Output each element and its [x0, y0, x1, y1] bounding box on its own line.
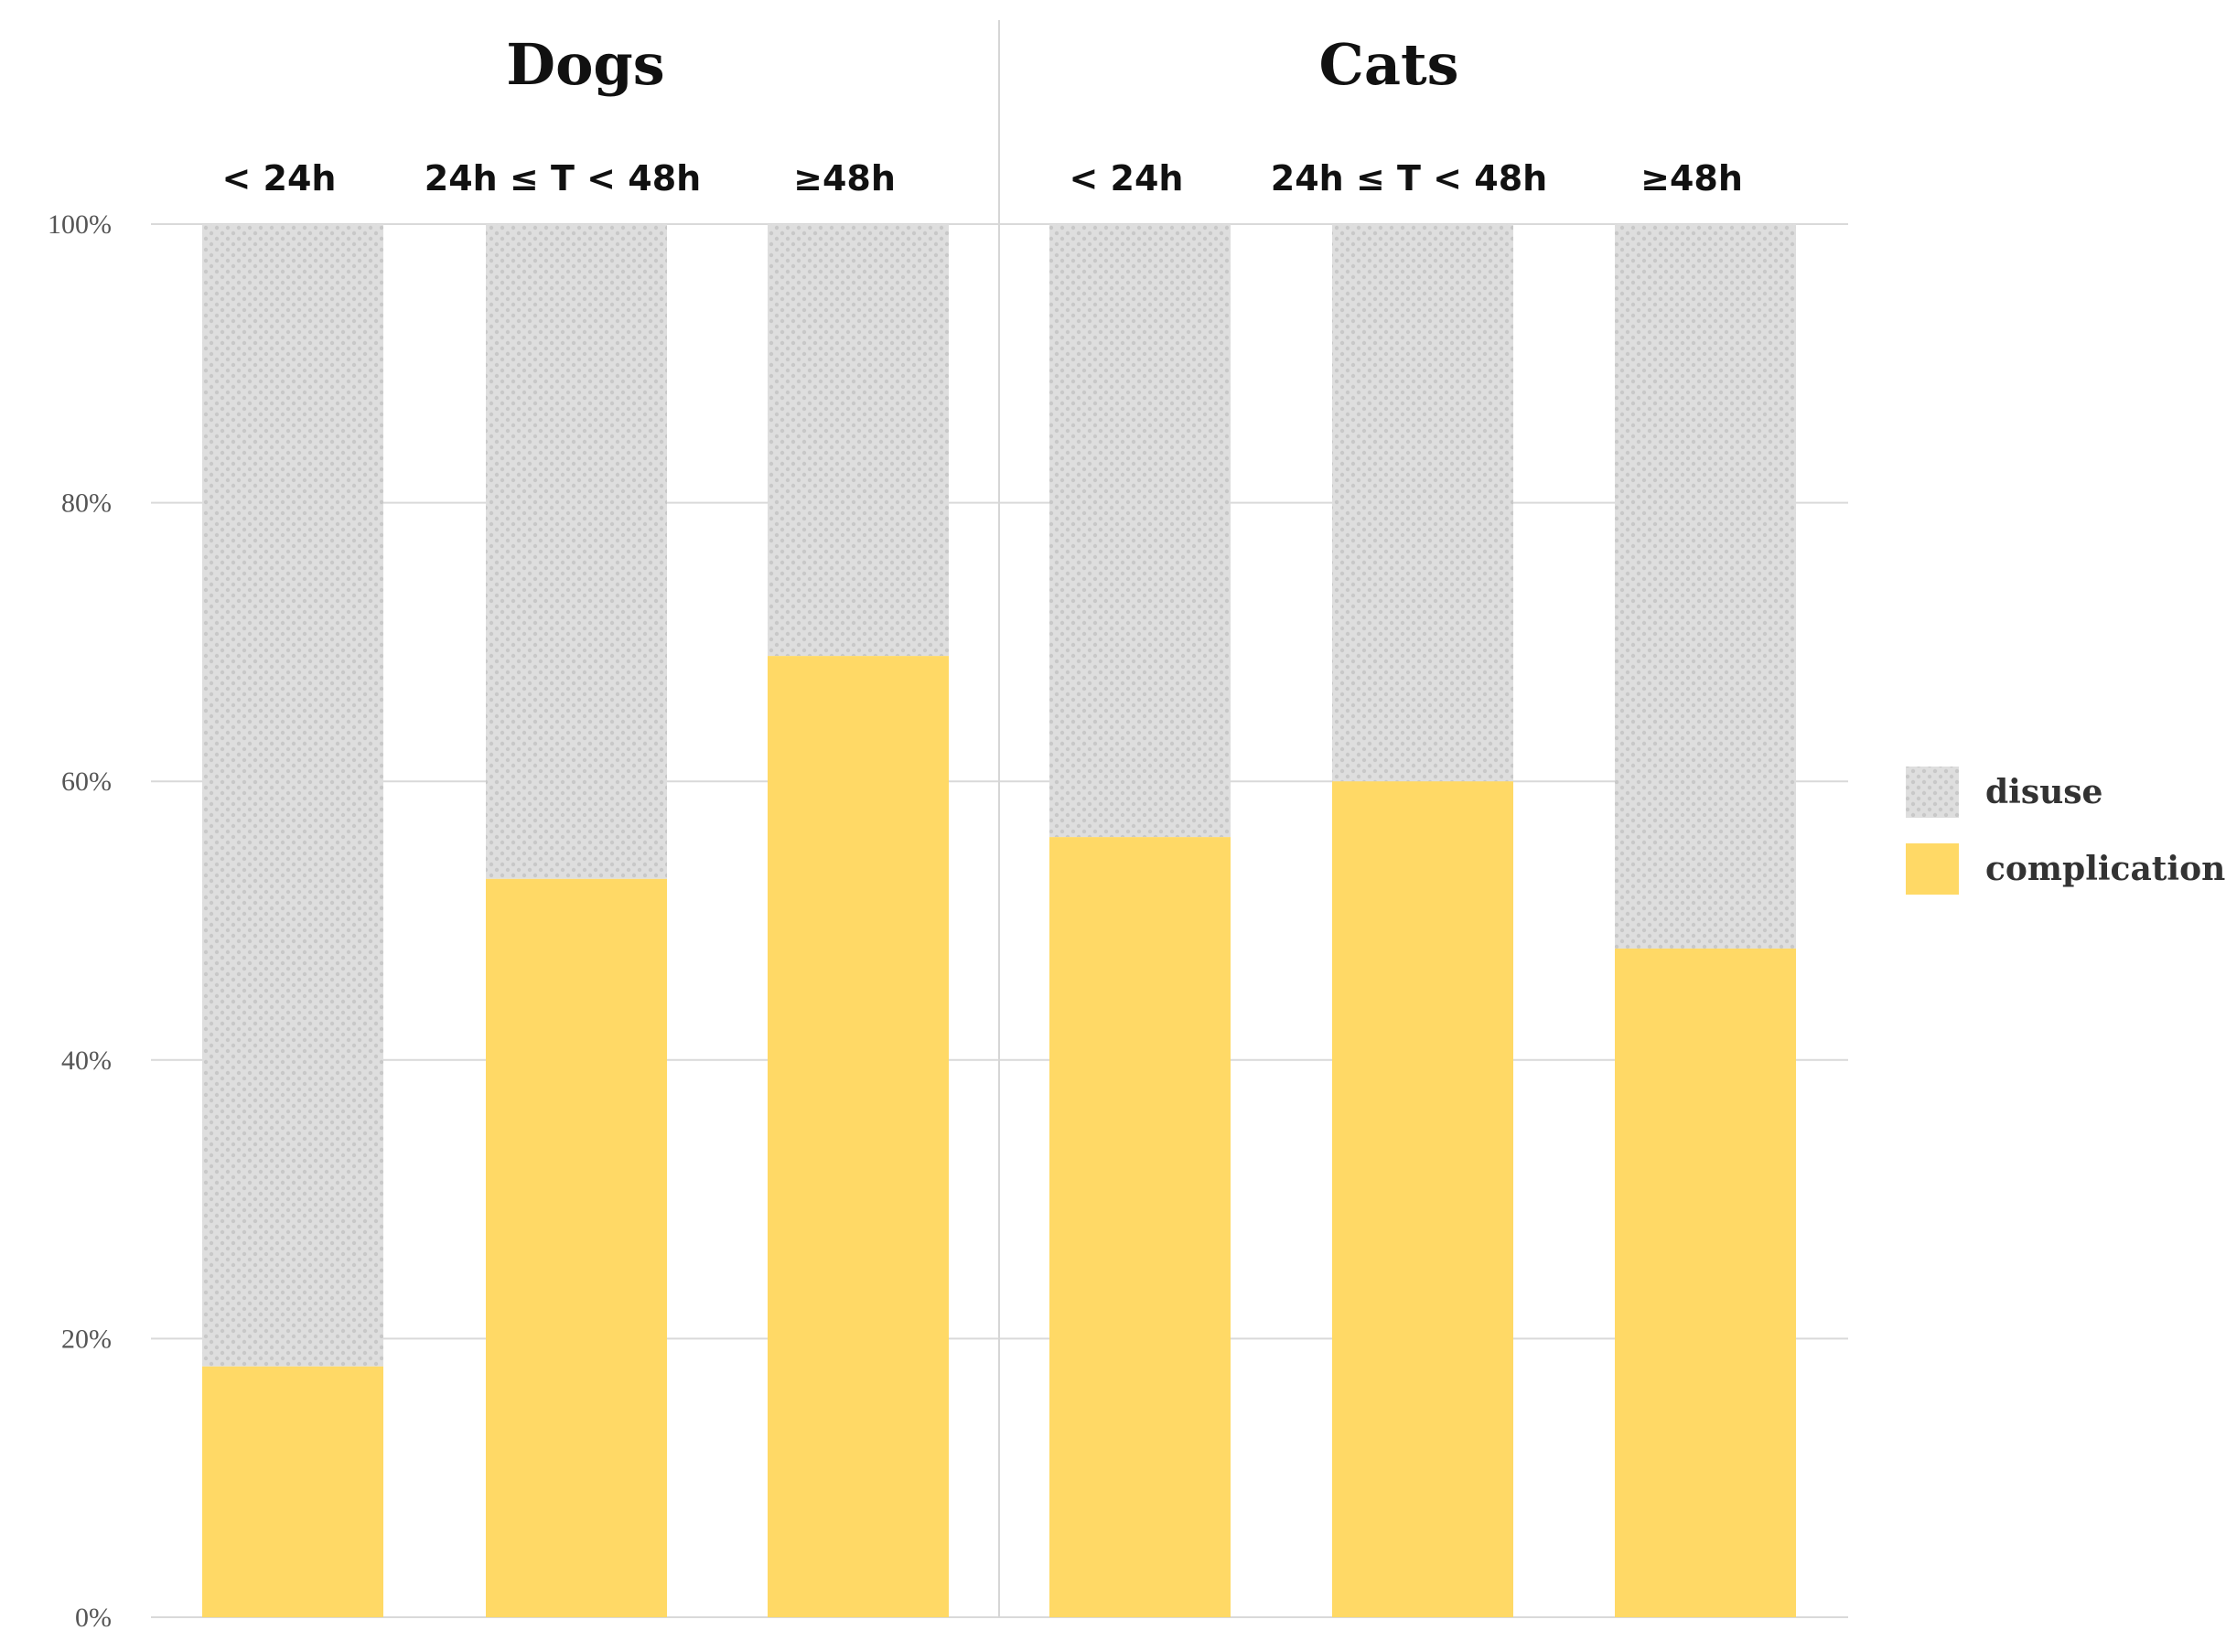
- bar-disuse: [1049, 224, 1231, 838]
- y-axis-tick-labels: 0% 20% 40% 60% 80% 100%: [48, 209, 112, 1633]
- bar-complications: [1332, 781, 1513, 1617]
- legend-swatch: [1906, 843, 1959, 895]
- category-label: ≥48h: [1640, 158, 1743, 198]
- bars: [202, 224, 1796, 1617]
- y-tick-label: 100%: [48, 209, 112, 240]
- bar-complications: [1615, 948, 1796, 1617]
- y-tick-label: 20%: [61, 1324, 112, 1354]
- category-labels: < 24h 24h ≤ T < 48h ≥48h < 24h 24h ≤ T < 48h…: [221, 158, 1742, 198]
- category-label: ≥48h: [793, 158, 896, 198]
- group-titles: Dogs Cats: [506, 31, 1458, 98]
- bar-complications: [1049, 837, 1231, 1617]
- bar-complications: [486, 878, 667, 1617]
- group-title: Cats: [1318, 31, 1458, 98]
- y-tick-label: 0%: [75, 1603, 112, 1633]
- bar-disuse: [1615, 224, 1796, 949]
- y-tick-label: 80%: [61, 488, 112, 519]
- category-label: < 24h: [221, 158, 336, 198]
- bar-disuse: [1332, 224, 1513, 782]
- legend-swatch: [1906, 767, 1959, 818]
- bar-complications: [202, 1366, 383, 1617]
- bar-complications: [768, 656, 949, 1617]
- y-tick-label: 40%: [61, 1046, 112, 1076]
- bar-disuse: [202, 224, 383, 1367]
- bar-disuse: [768, 224, 949, 657]
- category-label: 24h ≤ T < 48h: [425, 158, 701, 198]
- y-tick-label: 60%: [61, 767, 112, 797]
- bar-disuse: [486, 224, 667, 879]
- legend-label: complications: [1985, 850, 2226, 888]
- legend: disuse complications: [1906, 767, 2226, 895]
- category-label: 24h ≤ T < 48h: [1271, 158, 1547, 198]
- legend-label: disuse: [1985, 773, 2102, 811]
- group-title: Dogs: [506, 31, 664, 98]
- category-label: < 24h: [1069, 158, 1183, 198]
